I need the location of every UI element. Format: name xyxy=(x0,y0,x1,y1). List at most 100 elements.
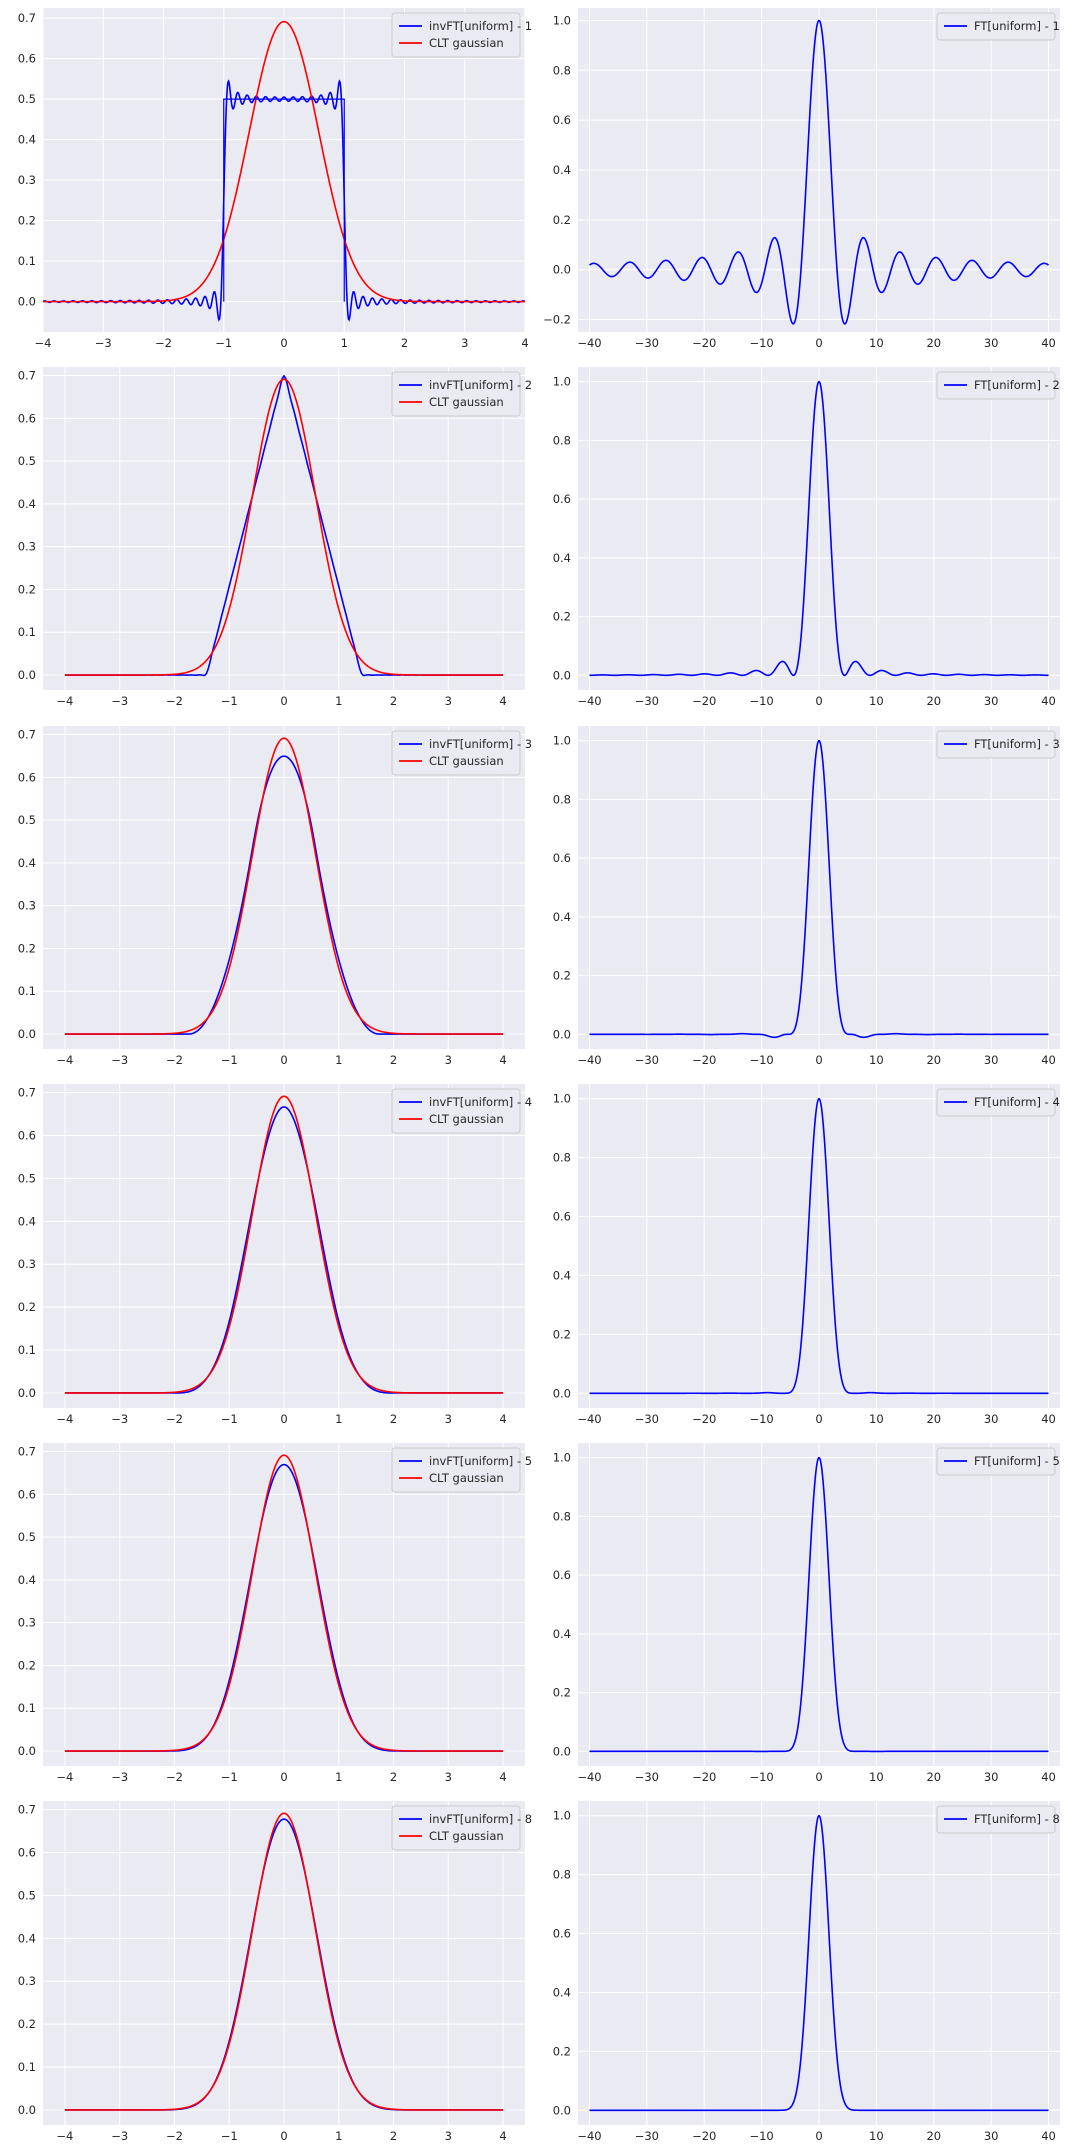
y-tick-label: 0.7 xyxy=(18,1086,36,1100)
y-tick-label: 0.0 xyxy=(18,668,36,682)
x-tick-label: 3 xyxy=(445,1412,452,1426)
y-tick-label: 0.0 xyxy=(553,1744,571,1758)
chart-4-2: −40 −30 −20 −10 0 10 20 30 40 0.0 0.2 0.4 0.6 0.8 1.0 F… xyxy=(553,1084,1060,1426)
legend-label: FT[uniform] - 8 xyxy=(974,1812,1060,1826)
x-tick-label: 40 xyxy=(1041,336,1056,350)
x-tick-label: −2 xyxy=(166,1053,183,1067)
x-tick-label: 40 xyxy=(1041,694,1056,708)
y-tick-label: 0.8 xyxy=(553,63,571,77)
y-tick-label: 1.0 xyxy=(553,734,571,748)
x-tick-label: −20 xyxy=(692,1053,716,1067)
x-tick-label: 10 xyxy=(869,336,884,350)
legend-label: CLT gaussian xyxy=(429,36,504,50)
y-tick-label: 0.6 xyxy=(553,851,571,865)
x-tick-label: 4 xyxy=(499,1770,506,1784)
series-line xyxy=(589,1097,1049,1395)
legend-box xyxy=(391,730,521,776)
x-tick-label: −2 xyxy=(166,694,183,708)
x-tick-label: 30 xyxy=(984,2129,999,2143)
series-line xyxy=(64,378,504,676)
series-line xyxy=(64,1095,504,1394)
x-tick-label: 30 xyxy=(984,694,999,708)
legend-label: CLT gaussian xyxy=(429,754,504,768)
x-tick-label: 1 xyxy=(335,1053,342,1067)
x-tick-label: 0 xyxy=(280,1770,287,1784)
y-tick-label: 0.7 xyxy=(18,728,36,742)
x-tick-label: 30 xyxy=(984,1770,999,1784)
y-tick-label: 0.0 xyxy=(18,2103,36,2117)
y-tick-label: 0.5 xyxy=(18,1888,36,1902)
legend-label: invFT[uniform] - 3 xyxy=(429,737,532,751)
x-tick-label: −30 xyxy=(635,2129,659,2143)
legend-label: invFT[uniform] - 1 xyxy=(429,19,532,33)
legend-box xyxy=(936,730,1056,759)
legend-box xyxy=(391,12,521,58)
y-tick-label: 0.8 xyxy=(553,1509,571,1523)
chart-4-1: −4 −3 −2 −1 0 1 2 3 4 0.0 0.1 0.2 0.3 0.4 0.5 0.6 0.7 inv… xyxy=(18,1084,532,1426)
y-tick-label: 0.6 xyxy=(18,52,36,66)
y-tick-label: 0.7 xyxy=(18,369,36,383)
x-tick-label: −2 xyxy=(166,2129,183,2143)
legend: FT[uniform] - 3 xyxy=(936,730,1060,759)
legend-box xyxy=(936,12,1056,41)
x-tick-label: −4 xyxy=(56,1412,73,1426)
x-tick-label: 10 xyxy=(869,2129,884,2143)
x-tick-label: −1 xyxy=(221,1770,238,1784)
y-tick-label: 0.4 xyxy=(553,1627,571,1641)
series-line xyxy=(589,1814,1049,2112)
chart-3-1: −4 −3 −2 −1 0 1 2 3 4 0.0 0.1 0.2 0.3 0.4 0.5 0.6 0.7 inv… xyxy=(18,726,532,1067)
x-tick-label: −3 xyxy=(111,1053,128,1067)
legend: FT[uniform] - 8 xyxy=(936,1805,1060,1834)
y-tick-label: 0.2 xyxy=(18,2017,36,2031)
y-tick-label: 1.0 xyxy=(553,1451,571,1465)
y-tick-label: −0.2 xyxy=(543,313,571,327)
x-tick-label: 10 xyxy=(869,1053,884,1067)
y-tick-label: 0.7 xyxy=(18,1445,36,1459)
legend-label: CLT gaussian xyxy=(429,1112,504,1126)
y-tick-label: 0.2 xyxy=(553,610,571,624)
x-tick-label: −40 xyxy=(577,336,601,350)
chart-6-1: −4 −3 −2 −1 0 1 2 3 4 0.0 0.1 0.2 0.3 0.4 0.5 0.6 0.7 inv… xyxy=(18,1801,532,2143)
legend-box xyxy=(936,1447,1056,1476)
legend: FT[uniform] - 1 xyxy=(936,12,1060,41)
y-tick-label: 0.4 xyxy=(18,1931,36,1945)
x-tick-label: 1 xyxy=(335,1770,342,1784)
y-tick-label: 0.2 xyxy=(18,1300,36,1314)
x-tick-label: −2 xyxy=(166,1770,183,1784)
x-tick-label: 10 xyxy=(869,694,884,708)
x-tick-label: 0 xyxy=(815,2129,822,2143)
legend: FT[uniform] - 4 xyxy=(936,1088,1060,1117)
legend-label: invFT[uniform] - 4 xyxy=(429,1095,532,1109)
y-tick-label: 0.1 xyxy=(18,625,36,639)
y-tick-label: 0.5 xyxy=(18,1171,36,1185)
uniform-box-line xyxy=(223,98,345,302)
x-tick-label: −40 xyxy=(577,2129,601,2143)
chart-5-1: −4 −3 −2 −1 0 1 2 3 4 0.0 0.1 0.2 0.3 0.4 0.5 0.6 0.7 inv… xyxy=(18,1443,532,1784)
legend-label: CLT gaussian xyxy=(429,1829,504,1843)
series-line xyxy=(589,739,1049,1039)
x-tick-label: −20 xyxy=(692,2129,716,2143)
y-tick-label: 0.5 xyxy=(18,92,36,106)
x-tick-label: −10 xyxy=(749,1053,773,1067)
y-tick-label: 0.5 xyxy=(18,1530,36,1544)
y-tick-label: 0.6 xyxy=(18,1845,36,1859)
y-tick-label: 0.4 xyxy=(18,133,36,147)
series-line xyxy=(589,380,1049,677)
chart-1-1: −4 −3 −2 −1 0 1 2 3 4 0.0 0.1 0.2 0.3 0.4 0.5 0.6 0.7 inv… xyxy=(18,8,532,350)
x-tick-label: −40 xyxy=(577,1412,601,1426)
x-tick-label: 30 xyxy=(984,1412,999,1426)
legend-box xyxy=(936,371,1056,400)
x-tick-label: 1 xyxy=(335,1412,342,1426)
x-tick-label: −10 xyxy=(749,1412,773,1426)
y-tick-label: 0.2 xyxy=(18,1658,36,1672)
y-tick-label: 0.4 xyxy=(18,497,36,511)
legend-label: FT[uniform] - 3 xyxy=(974,737,1060,751)
legend-label: FT[uniform] - 5 xyxy=(974,1454,1060,1468)
y-tick-label: 0.6 xyxy=(18,411,36,425)
y-tick-label: 0.8 xyxy=(553,792,571,806)
x-tick-label: 2 xyxy=(390,1412,397,1426)
y-tick-label: 0.8 xyxy=(553,1151,571,1165)
x-tick-label: −30 xyxy=(635,336,659,350)
legend-label: FT[uniform] - 2 xyxy=(974,378,1060,392)
x-tick-label: 0 xyxy=(280,694,287,708)
